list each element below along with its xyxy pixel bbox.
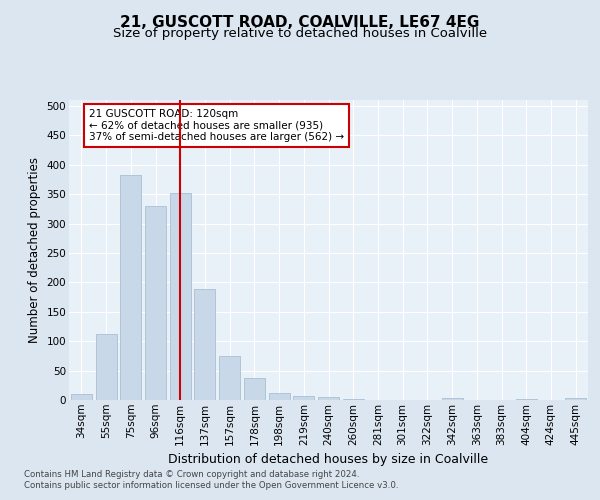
Y-axis label: Number of detached properties: Number of detached properties: [28, 157, 41, 343]
Bar: [269, 393, 290, 400]
Bar: [318, 397, 339, 400]
Text: 21, GUSCOTT ROAD, COALVILLE, LE67 4EG: 21, GUSCOTT ROAD, COALVILLE, LE67 4EG: [121, 15, 479, 30]
Bar: [194, 290, 215, 400]
Bar: [145, 206, 166, 400]
Bar: [170, 193, 191, 400]
Bar: [71, 394, 92, 400]
Bar: [516, 399, 537, 400]
Text: Size of property relative to detached houses in Coalville: Size of property relative to detached ho…: [113, 28, 487, 40]
Bar: [95, 334, 116, 400]
Text: 21 GUSCOTT ROAD: 120sqm
← 62% of detached houses are smaller (935)
37% of semi-d: 21 GUSCOTT ROAD: 120sqm ← 62% of detache…: [89, 109, 344, 142]
Bar: [565, 398, 586, 400]
Bar: [442, 398, 463, 400]
Text: Contains HM Land Registry data © Crown copyright and database right 2024.: Contains HM Land Registry data © Crown c…: [24, 470, 359, 479]
Bar: [293, 396, 314, 400]
X-axis label: Distribution of detached houses by size in Coalville: Distribution of detached houses by size …: [169, 453, 488, 466]
Bar: [219, 356, 240, 400]
Bar: [244, 378, 265, 400]
Text: Contains public sector information licensed under the Open Government Licence v3: Contains public sector information licen…: [24, 481, 398, 490]
Bar: [120, 174, 141, 400]
